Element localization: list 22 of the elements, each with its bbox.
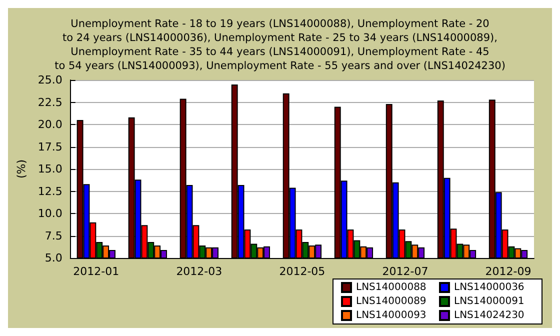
y-tick-label: 7.5 [44, 229, 62, 242]
legend-label: LNS14000088 [356, 282, 426, 293]
x-tick-label: 2012-05 [279, 265, 326, 278]
y-axis-title: (%) [15, 159, 28, 179]
y-tick-label: 20.0 [38, 118, 62, 131]
x-tick-label: 2012-01 [73, 265, 120, 278]
legend-label: LNS14000089 [356, 296, 426, 307]
x-tick-label: 2012-07 [382, 265, 428, 278]
legend-label: LNS14000093 [356, 310, 426, 321]
x-tick-label: 2012-09 [485, 265, 532, 278]
y-tick-label: 15.0 [38, 162, 62, 176]
y-tick-label: 5.0 [44, 252, 62, 264]
x-tick-label: 2012-03 [176, 265, 222, 278]
y-tick-label: 25.0 [38, 74, 62, 86]
chart-title: Unemployment Rate - 18 to 19 years (LNS14000088), Unemployment Rate - 20 to 24 years (LNS14000036), Unemployment Rate - 25 to 34 years (LNS14000089), Unemployment Rate - 35 to 44 years (LNS14000091), Unemployment Rate - 45 to 54 years (LNS14000093), Unemployment Rate - 55 years and over (LNS14024230) [54, 18, 506, 72]
legend-label: LNS14024230 [454, 310, 524, 321]
y-tick-label: 12.5 [38, 184, 62, 198]
legend-label: LNS14000091 [454, 296, 524, 307]
y-tick-label: 17.5 [38, 140, 62, 154]
y-tick-label: 22.5 [38, 96, 62, 109]
legend-label: LNS14000036 [454, 282, 524, 293]
y-tick-label: 10.0 [38, 207, 62, 220]
